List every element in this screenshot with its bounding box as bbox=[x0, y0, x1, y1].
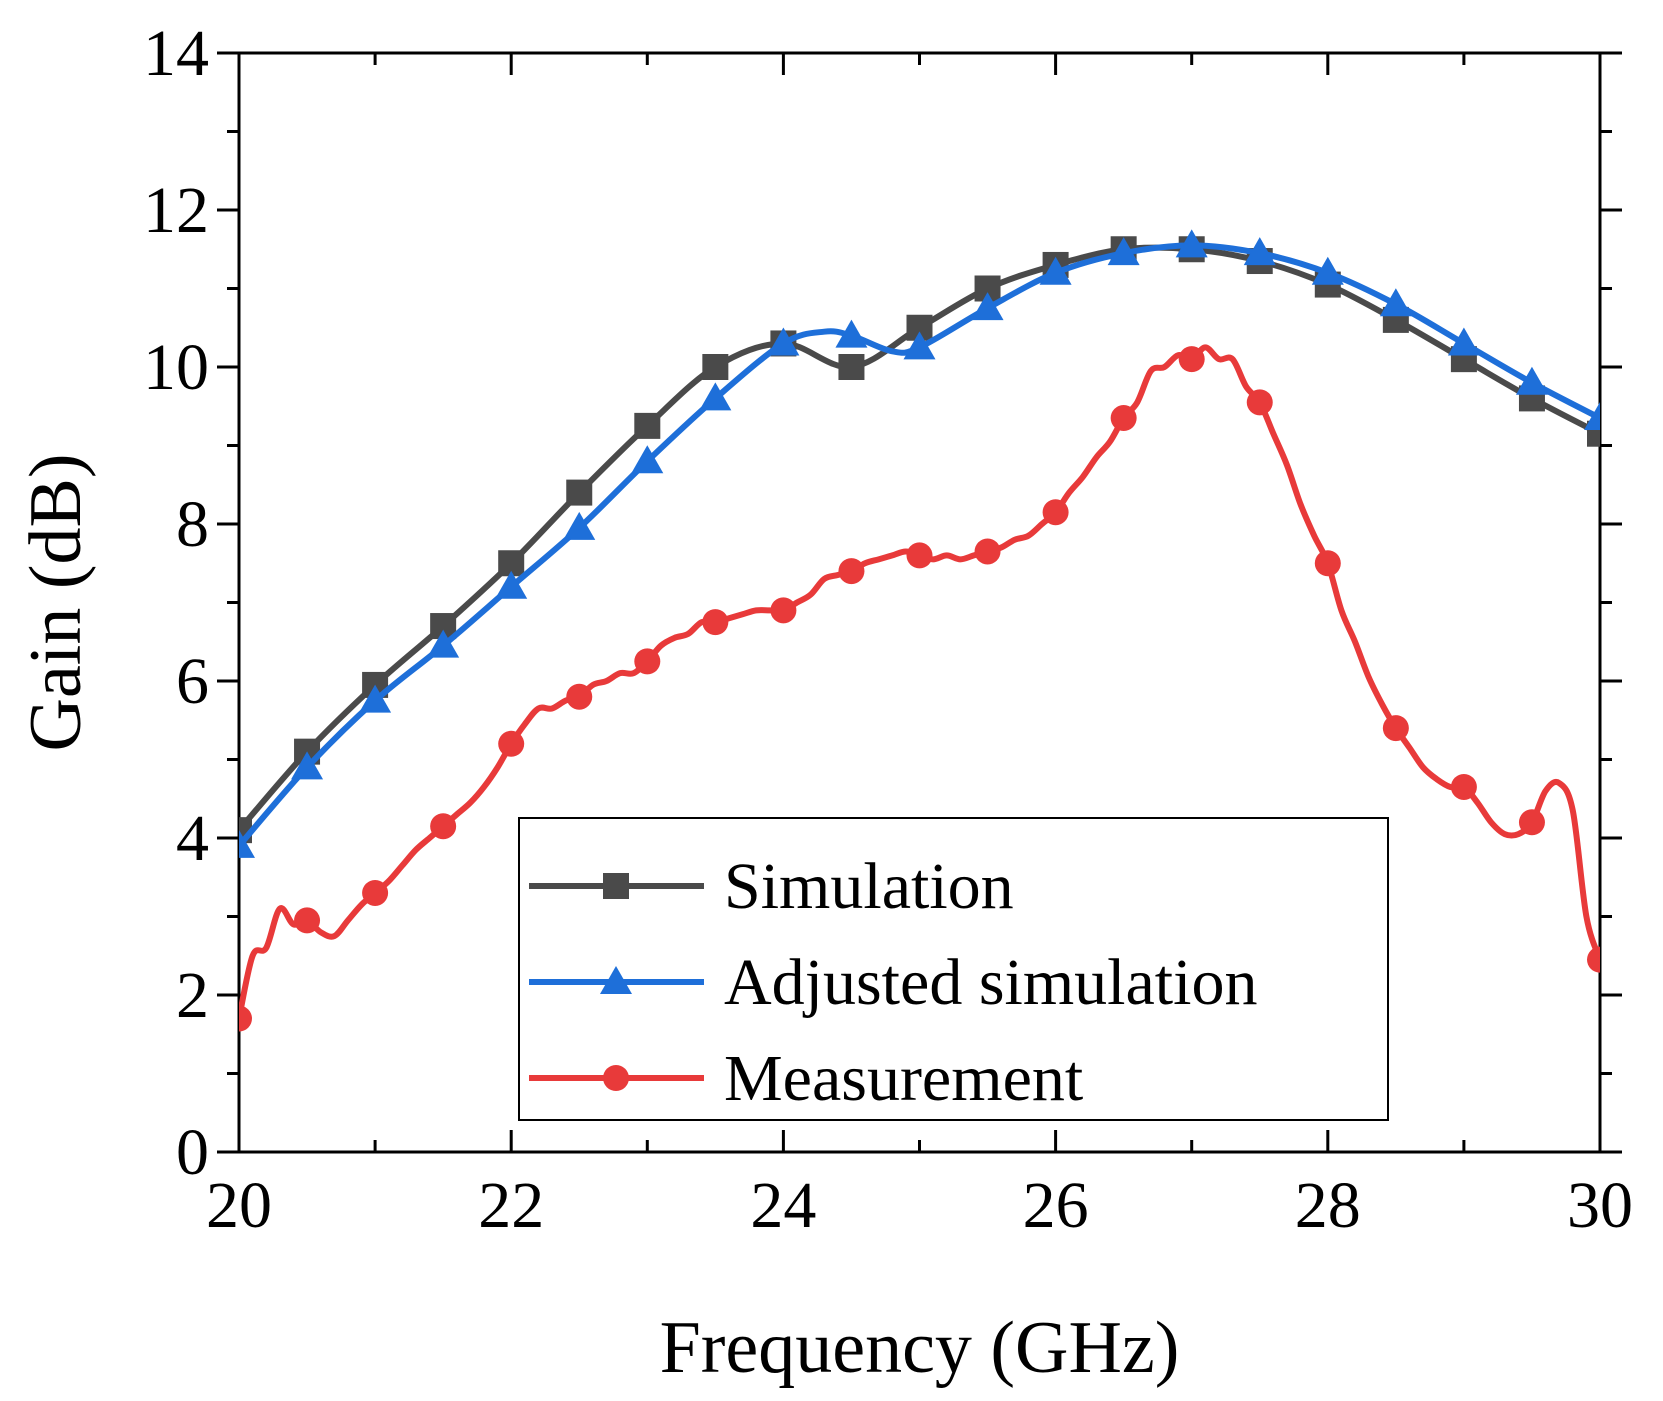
y-tick-label: 4 bbox=[176, 802, 209, 875]
legend-label: Measurement bbox=[724, 1042, 1083, 1115]
data-point bbox=[1042, 499, 1069, 526]
x-axis-title: Frequency (GHz) bbox=[660, 1307, 1180, 1389]
legend-item: Measurement bbox=[529, 1042, 1083, 1115]
data-point bbox=[1107, 237, 1140, 266]
data-point bbox=[498, 730, 525, 757]
y-tick-label: 2 bbox=[176, 959, 209, 1032]
data-point bbox=[838, 354, 865, 380]
data-point bbox=[1379, 288, 1412, 317]
y-tick-label: 6 bbox=[176, 645, 209, 718]
legend-swatch-marker bbox=[603, 1065, 629, 1091]
data-point bbox=[1450, 773, 1477, 800]
data-point bbox=[566, 479, 593, 506]
data-point bbox=[702, 354, 729, 380]
data-point bbox=[359, 684, 392, 713]
legend-label: Adjusted simulation bbox=[724, 946, 1257, 1019]
data-point bbox=[634, 648, 661, 675]
legend-box bbox=[518, 817, 1389, 1121]
x-tick-label: 20 bbox=[206, 1169, 272, 1242]
data-point bbox=[699, 382, 732, 411]
data-point bbox=[906, 542, 933, 569]
data-point bbox=[1246, 389, 1273, 416]
series-line bbox=[239, 242, 1600, 849]
data-point bbox=[294, 907, 321, 934]
data-point bbox=[1039, 256, 1072, 285]
y-axis-title: Gain (dB) bbox=[15, 454, 97, 752]
data-point bbox=[362, 879, 389, 906]
data-point bbox=[974, 538, 1001, 565]
legend-swatch-marker bbox=[603, 873, 629, 899]
data-point bbox=[239, 1005, 252, 1032]
data-point bbox=[1587, 946, 1600, 973]
x-tick-label: 28 bbox=[1295, 1169, 1361, 1242]
data-point bbox=[566, 683, 593, 710]
y-tick-label: 14 bbox=[143, 17, 209, 90]
series-layer bbox=[239, 229, 1600, 1032]
data-point bbox=[1311, 256, 1344, 285]
x-tick-label: 26 bbox=[1023, 1169, 1089, 1242]
data-point bbox=[563, 511, 596, 540]
legend-item: Simulation bbox=[529, 850, 1014, 923]
data-point bbox=[835, 319, 868, 348]
series-adjusted-simulation bbox=[239, 229, 1600, 858]
legend-item: Adjusted simulation bbox=[529, 946, 1257, 1019]
data-point bbox=[631, 445, 664, 474]
data-point bbox=[239, 829, 255, 858]
legend: Simulation Adjusted simulation Measurement bbox=[518, 817, 1389, 1121]
series-simulation bbox=[239, 236, 1600, 844]
x-tick-label: 24 bbox=[750, 1169, 816, 1242]
y-tick-label: 10 bbox=[143, 331, 209, 404]
data-point bbox=[838, 558, 865, 585]
data-point bbox=[1447, 327, 1480, 356]
data-point bbox=[1175, 229, 1208, 258]
y-tick-label: 8 bbox=[176, 488, 209, 561]
legend-swatch-marker bbox=[600, 966, 632, 994]
data-point bbox=[971, 292, 1004, 321]
data-point bbox=[634, 412, 661, 439]
data-point bbox=[1243, 237, 1276, 266]
data-point bbox=[702, 609, 729, 636]
data-point bbox=[1314, 550, 1341, 577]
data-point bbox=[291, 751, 324, 780]
data-point bbox=[1584, 402, 1600, 431]
data-point bbox=[770, 597, 797, 624]
data-point bbox=[903, 331, 936, 360]
x-tick-label: 30 bbox=[1567, 1169, 1633, 1242]
y-tick-label: 12 bbox=[143, 174, 209, 247]
y-tick-label: 0 bbox=[176, 1116, 209, 1189]
data-point bbox=[1110, 405, 1137, 432]
legend-label: Simulation bbox=[724, 850, 1014, 923]
axes bbox=[217, 51, 1622, 1154]
data-point bbox=[767, 327, 800, 356]
x-tick-label: 22 bbox=[478, 1169, 544, 1242]
data-point bbox=[495, 570, 528, 599]
data-point bbox=[1178, 346, 1205, 373]
data-point bbox=[430, 813, 457, 840]
data-point bbox=[1382, 715, 1409, 742]
data-point bbox=[427, 629, 460, 658]
data-point bbox=[1515, 366, 1548, 395]
data-point bbox=[1518, 809, 1545, 836]
series-measurement bbox=[239, 344, 1600, 1032]
